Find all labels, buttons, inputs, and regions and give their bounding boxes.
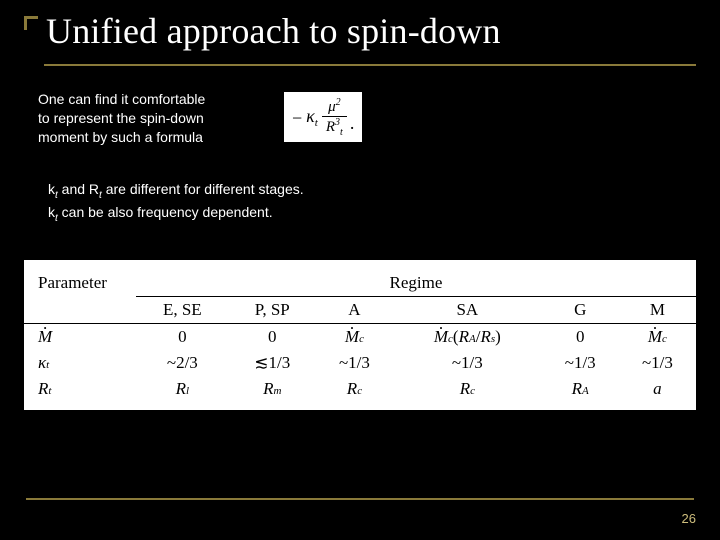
slide-number: 26: [682, 511, 696, 526]
cell: Mc(RA/Rs): [393, 324, 542, 351]
formula-period: .: [350, 113, 355, 134]
col-a: A: [316, 297, 393, 324]
regime-table: Parameter Regime E, SE P, SP A SA G M M …: [24, 260, 696, 410]
note-text: kt and Rt are different for different st…: [48, 180, 304, 226]
cell: 0: [229, 324, 316, 351]
slide-title: Unified approach to spin-down: [24, 10, 696, 52]
cell: ~1/3: [393, 350, 542, 376]
spin-down-formula: − κt μ2 R3t .: [284, 92, 362, 142]
row-mdot-label: M: [24, 324, 136, 351]
header-parameter: Parameter: [24, 270, 136, 324]
cell: 0: [136, 324, 229, 351]
intro-line-3: moment by such a formula: [38, 129, 203, 145]
formula-numerator: μ2: [324, 98, 345, 116]
table-row: Rt Rl Rm Rc Rc RA a: [24, 376, 696, 402]
formula-minus: −: [292, 108, 302, 129]
intro-line-1: One can find it comfortable: [38, 91, 205, 107]
cell: Mc: [619, 324, 696, 351]
cell: Rm: [229, 376, 316, 402]
row-rt-label: Rt: [24, 376, 136, 402]
col-sa: SA: [393, 297, 542, 324]
col-g: G: [542, 297, 619, 324]
cell: 0: [542, 324, 619, 351]
cell: Mc: [316, 324, 393, 351]
cell: Rc: [393, 376, 542, 402]
formula-fraction: μ2 R3t: [322, 98, 347, 138]
col-e-se: E, SE: [136, 297, 229, 324]
regime-table-element: Parameter Regime E, SE P, SP A SA G M M …: [24, 270, 696, 402]
formula-denominator: R3t: [322, 116, 347, 138]
table-header-row-1: Parameter Regime: [24, 270, 696, 297]
title-corner-accent: [24, 16, 38, 30]
title-underline: [44, 64, 696, 66]
col-m: M: [619, 297, 696, 324]
cell: RA: [542, 376, 619, 402]
cell: ~1/3: [619, 350, 696, 376]
intro-text: One can find it comfortable to represent…: [38, 90, 273, 147]
formula-kappa: κt: [306, 106, 318, 129]
row-kappa-label: κt: [24, 350, 136, 376]
cell: ~1/3: [542, 350, 619, 376]
intro-line-2: to represent the spin-down: [38, 110, 204, 126]
cell: ~2/3: [136, 350, 229, 376]
bottom-accent-rule: [26, 498, 694, 500]
table-row: κt ~2/3 ≲1/3 ~1/3 ~1/3 ~1/3 ~1/3: [24, 350, 696, 376]
cell: Rl: [136, 376, 229, 402]
cell: Rc: [316, 376, 393, 402]
col-p-sp: P, SP: [229, 297, 316, 324]
cell: ~1/3: [316, 350, 393, 376]
header-regime: Regime: [136, 270, 696, 297]
cell: a: [619, 376, 696, 402]
cell: ≲1/3: [229, 350, 316, 376]
slide-title-block: Unified approach to spin-down: [24, 10, 696, 52]
table-row: M 0 0 Mc Mc(RA/Rs) 0 Mc: [24, 324, 696, 351]
